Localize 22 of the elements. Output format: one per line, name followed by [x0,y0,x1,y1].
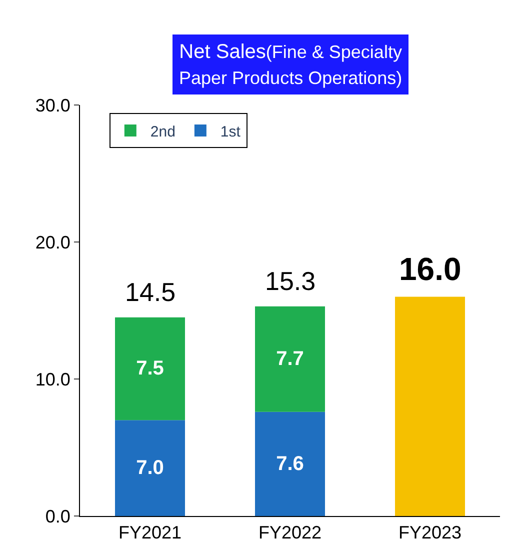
total-label: 14.5 [125,277,176,307]
bar [255,306,325,412]
y-tick-label: 0.0 [45,506,70,526]
data-label: 7.7 [276,348,304,370]
data-label: 7.6 [276,452,304,475]
bar [115,317,185,420]
x-tick-label: FY2021 [118,522,182,543]
data-label: 7.0 [136,457,164,480]
chart-title: Net Sales(Fine & Specialty Paper Products Operations) [179,41,402,88]
y-tick-label: 20.0 [35,232,70,252]
legend-label: 2nd [150,123,176,140]
bar [255,412,325,516]
x-tick-label: FY2023 [398,522,462,543]
bar [395,296,465,516]
total-label: 16.0 [399,251,462,287]
total-label: 15.3 [265,266,316,296]
data-label: 7.5 [136,358,164,380]
x-tick-label: FY2022 [258,522,322,543]
bar [115,420,185,516]
y-tick-label: 30.0 [35,95,70,116]
legend-label: 1st [220,123,242,140]
y-tick-label: 10.0 [35,369,70,390]
